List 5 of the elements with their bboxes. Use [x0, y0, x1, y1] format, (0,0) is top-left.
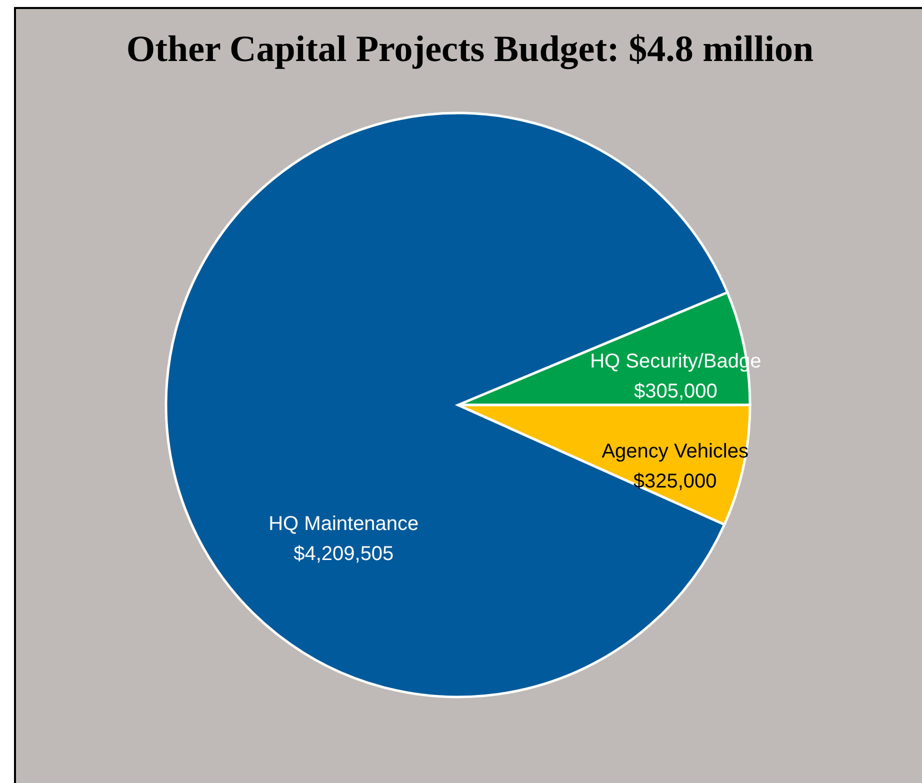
- data-label: $325,000: [633, 470, 717, 492]
- data-label: $4,209,505: [294, 542, 394, 565]
- slice-label: HQ Maintenance: [268, 512, 419, 535]
- data-label: $305,000: [634, 380, 718, 402]
- chart-title: Other Capital Projects Budget: $4.8 million: [126, 29, 814, 70]
